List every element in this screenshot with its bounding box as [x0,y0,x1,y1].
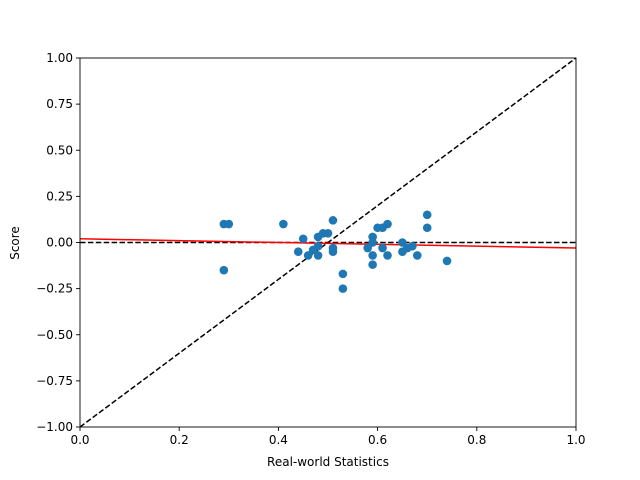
y-tick-label: −1.00 [36,420,73,434]
data-point-36 [443,257,452,266]
y-tick-label: 0.50 [46,143,73,157]
data-point-32 [408,242,417,251]
x-tick-label: 1.0 [566,433,585,447]
data-point-2 [225,220,234,229]
data-point-14 [329,216,338,225]
y-tick-label: −0.50 [36,328,73,342]
y-tick-label: 0.00 [46,236,73,250]
data-point-18 [339,284,348,293]
data-point-34 [423,211,432,220]
data-point-28 [383,251,392,260]
data-point-27 [383,220,392,229]
data-point-4 [279,220,288,229]
data-point-26 [378,244,387,253]
x-tick-label: 0.0 [70,433,89,447]
data-point-13 [324,229,333,238]
data-point-10 [314,242,323,251]
data-point-3 [220,266,229,275]
data-point-5 [294,247,303,256]
y-axis-label: Score [8,226,22,260]
data-point-21 [368,238,377,247]
x-tick-label: 0.4 [269,433,288,447]
data-point-22 [368,251,377,260]
y-tick-label: 0.75 [46,97,73,111]
y-tick-label: −0.75 [36,374,73,388]
x-tick-label: 0.8 [467,433,486,447]
x-tick-label: 0.6 [368,433,387,447]
data-point-6 [299,235,308,244]
x-axis-label: Real-world Statistics [267,455,389,469]
data-point-33 [413,251,422,260]
data-point-16 [329,247,338,256]
x-tick-label: 0.2 [170,433,189,447]
data-point-11 [314,251,323,260]
y-tick-label: 1.00 [46,51,73,65]
y-tick-label: 0.25 [46,189,73,203]
data-point-17 [339,270,348,279]
y-tick-label: −0.25 [36,282,73,296]
data-point-35 [423,223,432,232]
data-point-23 [368,260,377,269]
